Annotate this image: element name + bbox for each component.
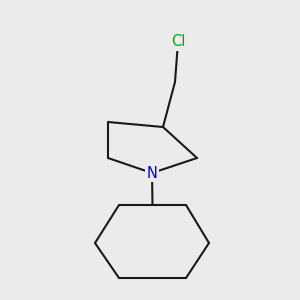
Text: N: N (147, 166, 158, 181)
Text: Cl: Cl (171, 34, 185, 50)
